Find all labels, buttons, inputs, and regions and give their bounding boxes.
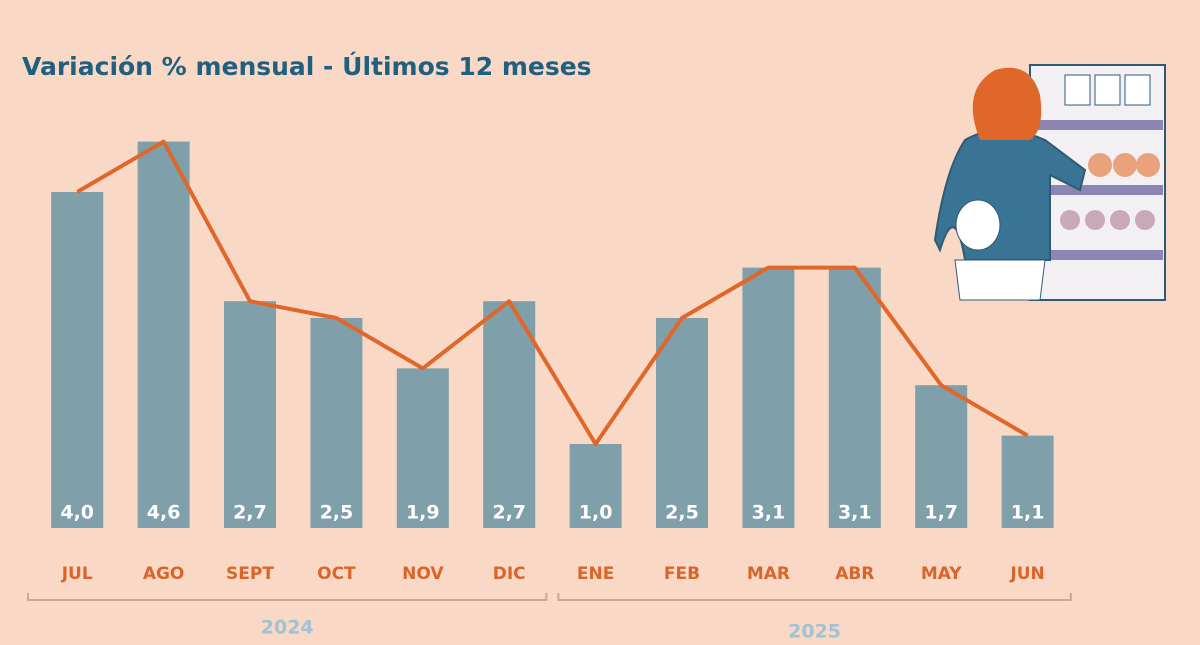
value-label: 4,6 bbox=[147, 502, 181, 524]
value-label: 3,1 bbox=[838, 502, 872, 524]
x-tick-label: MAR bbox=[747, 564, 790, 584]
bar bbox=[656, 318, 708, 528]
bar bbox=[224, 301, 276, 528]
value-label: 2,5 bbox=[665, 502, 699, 524]
x-tick-label: FEB bbox=[664, 564, 700, 584]
illustration bbox=[933, 64, 1166, 301]
group-label: 2025 bbox=[788, 621, 841, 643]
chart-title: Variación % mensual - Últimos 12 meses bbox=[22, 51, 592, 81]
group-bracket bbox=[557, 593, 1072, 601]
value-label: 1,7 bbox=[924, 502, 958, 524]
group-label: 2024 bbox=[261, 617, 314, 639]
bar bbox=[483, 301, 536, 528]
x-tick-label: MAY bbox=[921, 564, 962, 584]
value-label: 1,1 bbox=[1011, 502, 1045, 524]
x-tick-label: JUN bbox=[1009, 564, 1044, 584]
bar bbox=[742, 267, 795, 528]
trend-line bbox=[76, 139, 1029, 446]
bar bbox=[396, 368, 449, 528]
bar bbox=[1001, 435, 1054, 528]
value-label: 2,5 bbox=[320, 502, 354, 524]
x-tick-label: JUL bbox=[61, 564, 93, 584]
value-label: 2,7 bbox=[233, 502, 267, 524]
value-label: 3,1 bbox=[752, 502, 786, 524]
value-label: 2,7 bbox=[492, 502, 526, 524]
bar bbox=[569, 444, 622, 528]
x-tick-label: DIC bbox=[493, 564, 526, 584]
x-tick-label: ENE bbox=[577, 564, 614, 584]
bar bbox=[51, 192, 104, 528]
bar bbox=[137, 141, 190, 528]
x-tick-label: OCT bbox=[317, 564, 356, 584]
bar bbox=[310, 318, 363, 528]
x-tick-label: NOV bbox=[402, 564, 444, 584]
value-label: 1,9 bbox=[406, 502, 440, 524]
bar bbox=[828, 267, 881, 528]
group-bracket bbox=[27, 593, 548, 601]
bar bbox=[915, 385, 968, 528]
value-label: 1,0 bbox=[579, 502, 613, 524]
x-tick-label: SEPT bbox=[226, 564, 274, 584]
x-tick-label: AGO bbox=[143, 564, 185, 584]
value-label: 4,0 bbox=[60, 502, 94, 524]
x-tick-label: ABR bbox=[835, 564, 874, 584]
